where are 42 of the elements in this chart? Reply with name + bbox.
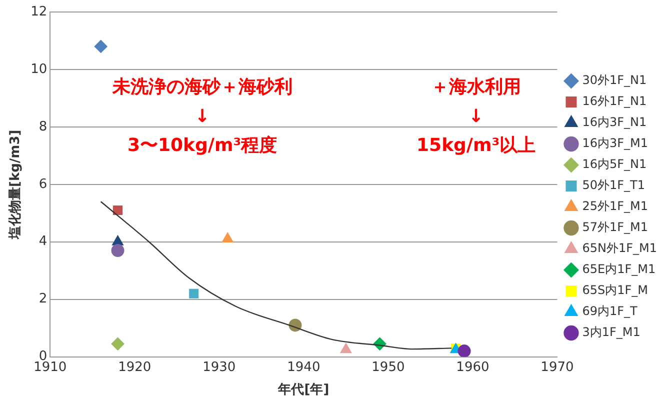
y-tick-label: 4 bbox=[38, 234, 48, 250]
legend-label: 57外1F_M1 bbox=[582, 220, 648, 234]
y-axis-title: 塩化物量[kg/m3] bbox=[8, 130, 24, 240]
annotation: 3〜10kg/m³程度 bbox=[127, 135, 278, 156]
annotation: ↓ bbox=[468, 106, 484, 127]
point bbox=[113, 206, 122, 216]
annotation: 未洗浄の海砂＋海砂利 bbox=[111, 76, 292, 98]
legend-label: 3内1F_M1 bbox=[582, 325, 640, 340]
y-tick-label: 8 bbox=[38, 119, 48, 134]
legend-label: 65S内1F_M bbox=[582, 283, 648, 298]
x-tick-label: 1940 bbox=[287, 360, 320, 375]
x-tick-label: 1960 bbox=[456, 360, 490, 375]
point bbox=[458, 344, 471, 357]
y-tick-label: 10 bbox=[30, 62, 48, 77]
x-axis-title: 年代[年] bbox=[277, 382, 330, 398]
x-tick-label: 1950 bbox=[372, 360, 405, 375]
legend-label: 50外1F_T1 bbox=[582, 178, 646, 192]
legend-label: 30外1F_N1 bbox=[582, 73, 647, 88]
y-tick-label: 12 bbox=[30, 4, 48, 20]
annotation: ↓ bbox=[194, 106, 210, 127]
legend-label: 69内1F_T bbox=[582, 304, 638, 318]
x-tick-label: 1920 bbox=[118, 360, 152, 375]
point bbox=[189, 288, 199, 298]
legend-label: 65E内1F_M1 bbox=[582, 262, 656, 276]
y-tick-label: 2 bbox=[38, 292, 48, 307]
point bbox=[340, 343, 352, 354]
legend-label: 25外1F_M1 bbox=[582, 199, 648, 214]
legend-label: 65N外1F_M1 bbox=[582, 241, 658, 256]
annotation: ＋海水利用 bbox=[431, 76, 522, 98]
x-tick-label: 1930 bbox=[202, 360, 236, 375]
legend-label: 16内5F_N1 bbox=[582, 157, 647, 172]
legend-label: 16内3F_N1 bbox=[582, 115, 647, 130]
point bbox=[111, 337, 124, 350]
legend-label: 16内3F_M1 bbox=[582, 136, 648, 150]
x-tick-label: 1970 bbox=[540, 360, 574, 375]
legend-label: 16外1F_N1 bbox=[582, 94, 647, 108]
point bbox=[112, 235, 124, 246]
annotation: 15kg/m³以上 bbox=[416, 135, 536, 156]
point bbox=[111, 244, 124, 257]
point bbox=[222, 232, 234, 242]
y-tick-label: 6 bbox=[38, 176, 48, 192]
point bbox=[94, 40, 108, 53]
